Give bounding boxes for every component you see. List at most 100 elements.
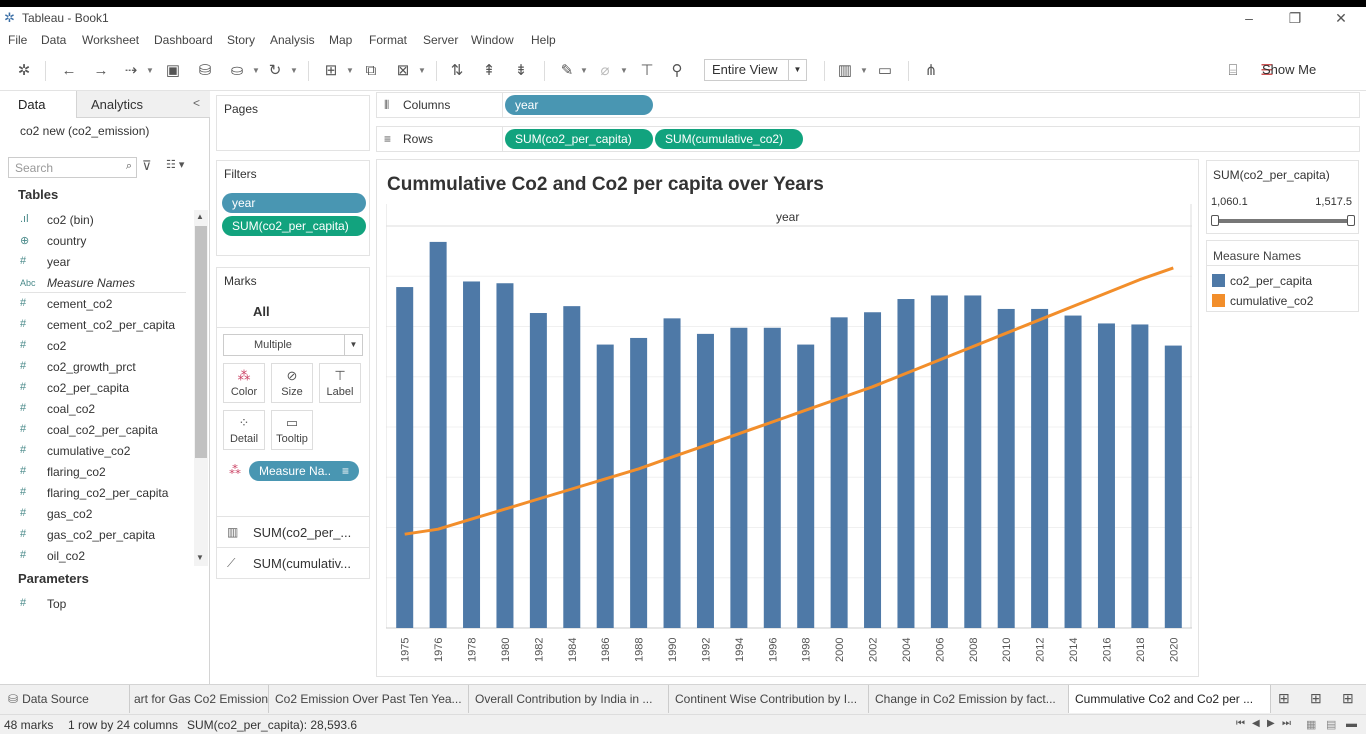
filter-pill-year[interactable]: year — [222, 193, 366, 213]
field-item[interactable]: # cement_co2 — [0, 294, 192, 315]
chevron-down-icon[interactable]: ▼ — [620, 66, 628, 75]
chart-area[interactable]: 1975 1976 1978 1980 1982 1984 1986 1988 1990 1992… — [386, 204, 1192, 666]
row-pill-co2-per-capita[interactable]: SUM(co2_per_capita) — [505, 129, 653, 149]
filters-card[interactable]: Filters year SUM(co2_per_capita) — [216, 160, 370, 256]
menu-data[interactable]: Data — [41, 33, 67, 47]
field-item[interactable]: # coal_co2_per_capita — [0, 420, 192, 441]
fit-select[interactable]: Entire View ▼ — [704, 59, 807, 81]
chevron-down-icon[interactable]: ▼ — [290, 66, 298, 75]
grid-view-icon[interactable]: ▦ — [1306, 719, 1317, 731]
field-item[interactable]: ⊕ country — [0, 231, 192, 252]
menu-map[interactable]: Map — [329, 33, 353, 47]
tableau-home-icon[interactable]: ✲ — [17, 62, 31, 79]
detail-button[interactable]: ⁘ Detail — [223, 410, 265, 450]
bar-2014[interactable] — [1064, 315, 1082, 628]
legend-label-cumulative-co2[interactable]: cumulative_co2 — [1230, 294, 1314, 308]
bar-2012[interactable] — [1031, 308, 1049, 628]
tab-sheet[interactable]: Co2 Emission Over Past Ten Yea... — [269, 685, 469, 713]
marks-card-bar[interactable]: ▥ SUM(co2_per_... — [217, 516, 369, 547]
field-item[interactable]: Abc Measure Names — [0, 273, 192, 294]
field-item[interactable]: # flaring_co2_per_capita — [0, 483, 192, 504]
show-cards-icon[interactable]: ▥ — [837, 62, 853, 79]
tab-sheet[interactable]: Change in Co2 Emission by fact... — [869, 685, 1069, 713]
bar-2006[interactable] — [930, 295, 948, 628]
sort-ascending-icon[interactable]: ⇞ — [482, 62, 496, 79]
bar-1982[interactable] — [529, 313, 547, 628]
chevron-down-icon[interactable]: ▼ — [418, 66, 426, 75]
menu-file[interactable]: File — [8, 33, 28, 47]
menu-story[interactable]: Story — [227, 33, 256, 47]
bar-1975[interactable] — [396, 287, 414, 628]
bar-1998[interactable] — [797, 344, 815, 628]
range-slider-min-handle[interactable] — [1211, 215, 1219, 226]
bar-1992[interactable] — [696, 333, 714, 628]
bar-1990[interactable] — [663, 318, 681, 628]
new-story-icon[interactable]: ⊞ — [1342, 690, 1354, 706]
bar-1986[interactable] — [596, 344, 614, 628]
filter-icon[interactable]: ⊽ — [142, 158, 152, 173]
minimize-icon[interactable]: – — [1245, 10, 1253, 26]
tab-sheet-active[interactable]: Cummulative Co2 and Co2 per ... — [1069, 685, 1271, 713]
chevron-down-icon[interactable]: ▼ — [788, 60, 806, 80]
field-item[interactable]: # co2 — [0, 336, 192, 357]
undo-icon[interactable]: ← — [61, 62, 77, 79]
bar-2002[interactable] — [864, 312, 882, 628]
bar-2000[interactable] — [830, 317, 848, 628]
label-icon[interactable]: ⊤ — [640, 62, 654, 79]
bar-1980[interactable] — [496, 283, 514, 628]
bar-2010[interactable] — [997, 308, 1015, 628]
pages-card[interactable]: Pages — [216, 95, 370, 151]
refresh-icon[interactable]: ↻ — [268, 62, 282, 79]
field-item[interactable]: # co2_growth_prct — [0, 357, 192, 378]
legend-label-co2-per-capita[interactable]: co2_per_capita — [1230, 274, 1313, 288]
sort-descending-icon[interactable]: ⇟ — [514, 62, 528, 79]
pause-updates-icon[interactable]: ⛀ — [230, 62, 244, 79]
paint-roller-icon[interactable]: ⌸ — [1228, 62, 1238, 79]
view-options-icon[interactable]: ☷ ▾ — [166, 159, 185, 171]
size-button[interactable]: ⊘ Size — [271, 363, 313, 403]
menu-server[interactable]: Server — [423, 33, 459, 47]
datasource-item[interactable]: co2 new (co2_emission) — [20, 124, 149, 138]
last-page-icon[interactable]: ⏭ — [1282, 718, 1291, 729]
clear-sheet-icon[interactable]: ⊠ — [396, 62, 410, 79]
search-input[interactable]: Search ⌕ — [8, 157, 137, 178]
field-item[interactable]: # cement_co2_per_capita — [0, 315, 192, 336]
tab-sheet[interactable]: Overall Contribution by India in ... — [469, 685, 669, 713]
bar-1984[interactable] — [563, 306, 581, 628]
presentation-icon[interactable]: ▭ — [877, 62, 893, 79]
measure-names-pill[interactable]: Measure Na.. ≡ — [249, 461, 359, 481]
first-page-icon[interactable]: ⏮ — [1236, 718, 1245, 729]
filter-pill-co2-per-capita[interactable]: SUM(co2_per_capita) — [222, 216, 366, 236]
tab-view-icon[interactable]: ▬ — [1346, 718, 1357, 730]
show-me-button[interactable]: Show Me — [1262, 62, 1317, 77]
menu-help[interactable]: Help — [531, 33, 556, 47]
tab-sheet[interactable]: art for Gas Co2 Emission — [130, 685, 269, 713]
parameter-item[interactable]: # Top — [0, 594, 192, 615]
chevron-down-icon[interactable]: ▼ — [252, 66, 260, 75]
mark-type-select[interactable]: Multiple ▼ — [223, 334, 363, 356]
tooltip-button[interactable]: ▭ Tooltip — [271, 410, 313, 450]
bar-2008[interactable] — [964, 295, 982, 628]
range-slider-max-handle[interactable] — [1347, 215, 1355, 226]
close-icon[interactable]: ✕ — [1335, 10, 1347, 26]
tab-data[interactable]: Data — [0, 91, 76, 118]
share-icon[interactable]: ⋔ — [924, 62, 938, 79]
new-datasource-icon[interactable]: ⛁ — [198, 62, 212, 79]
marks-card-line[interactable]: ⟋ SUM(cumulativ... — [217, 547, 369, 578]
pin-icon[interactable]: ⚲ — [671, 62, 683, 79]
collapse-pane-icon[interactable]: < — [193, 96, 201, 110]
field-item[interactable]: .ıl co2 (bin) — [0, 210, 192, 231]
bar-2018[interactable] — [1131, 324, 1149, 628]
chevron-down-icon[interactable]: ▼ — [344, 335, 362, 355]
field-item[interactable]: # co2_per_capita — [0, 378, 192, 399]
tab-sheet[interactable]: Continent Wise Contribution by I... — [669, 685, 869, 713]
field-item[interactable]: # coal_co2 — [0, 399, 192, 420]
bar-2016[interactable] — [1097, 323, 1115, 628]
label-button[interactable]: ⊤ Label — [319, 363, 361, 403]
menu-dashboard[interactable]: Dashboard — [154, 33, 213, 47]
menu-worksheet[interactable]: Worksheet — [82, 33, 140, 47]
bar-2020[interactable] — [1164, 345, 1182, 628]
replay-icon[interactable]: ⇢ — [124, 62, 138, 79]
bar-1996[interactable] — [763, 327, 781, 628]
scrollbar-thumb[interactable] — [195, 226, 207, 458]
